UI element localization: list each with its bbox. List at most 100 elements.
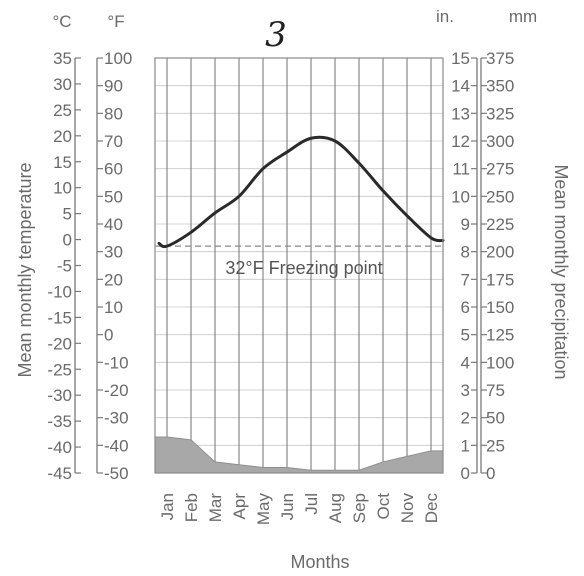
millimeters-axis-tick-label: 375 xyxy=(486,49,514,68)
millimeters-axis-tick-label: 25 xyxy=(486,436,505,455)
millimeters-axis-tick-label: 300 xyxy=(486,132,514,151)
month-labels: Jan Feb Mar Apr May Jun Jul Aug Sep Oct Nov Dec xyxy=(158,493,441,526)
celsius-axis-tick-label: 35 xyxy=(53,49,72,68)
precipitation-area-group xyxy=(154,436,444,474)
month-label: Jul xyxy=(302,493,321,515)
month-label: Oct xyxy=(374,493,393,520)
celsius-axis-tick-label: -10 xyxy=(47,282,72,301)
millimeters-axis-tick-label: 100 xyxy=(486,353,514,372)
celsius-axis-tick-label: -25 xyxy=(47,360,72,379)
handwritten-number: 3 xyxy=(265,15,287,55)
millimeters-axis-tick-label: 125 xyxy=(486,326,514,345)
inches-axis-tick-label: 0 xyxy=(461,464,470,483)
fahrenheit-axis-tick-label: 10 xyxy=(104,298,123,317)
celsius-axis-tick-label: -45 xyxy=(47,464,72,483)
month-label: Sep xyxy=(350,493,369,523)
celsius-axis-tick-label: 15 xyxy=(53,153,72,172)
inches-axis-tick-label: 9 xyxy=(461,215,470,234)
celsius-axis-tick-label: 20 xyxy=(53,127,72,146)
y-axis-right-title: Mean monthly precipitation xyxy=(551,164,571,379)
celsius-axis-tick-label: 0 xyxy=(63,231,72,250)
inches-axis-tick-label: 13 xyxy=(451,104,470,123)
inches-axis-tick-label: 3 xyxy=(461,381,470,400)
millimeters-axis-tick-label: 200 xyxy=(486,243,514,262)
month-label: Jun xyxy=(278,493,297,520)
celsius-axis-tick-label: -40 xyxy=(47,438,72,457)
fahrenheit-axis-tick-label: -10 xyxy=(104,353,129,372)
celsius-axis-tick-label: -15 xyxy=(47,308,72,327)
fahrenheit-axis-tick-label: 70 xyxy=(104,132,123,151)
fahrenheit-axis-tick-label: 60 xyxy=(104,160,123,179)
celsius-axis-tick-label: -30 xyxy=(47,386,72,405)
inches-axis-tick-label: 12 xyxy=(451,132,470,151)
inches-axis-tick-label: 1 xyxy=(461,436,470,455)
fahrenheit-axis-tick-label: 100 xyxy=(104,49,132,68)
fahrenheit-axis-tick-label: 0 xyxy=(104,326,113,345)
fahrenheit-axis-tick-label: 50 xyxy=(104,187,123,206)
month-label: Nov xyxy=(398,493,417,524)
fahrenheit-axis-tick-label: 80 xyxy=(104,104,123,123)
precipitation-area xyxy=(154,436,444,474)
y-axis-left-title: Mean monthly temperature xyxy=(15,162,35,377)
millimeters-axis-tick-label: 275 xyxy=(486,160,514,179)
fahrenheit-axis-tick-label: -40 xyxy=(104,436,129,455)
millimeters-axis-tick-label: 325 xyxy=(486,104,514,123)
inches-axis-tick-label: 10 xyxy=(451,187,470,206)
millimeters-axis-tick-label: 150 xyxy=(486,298,514,317)
vertical-gridlines xyxy=(166,58,432,473)
millimeters-axis: 3753503253002752502252001751501251007550… xyxy=(480,49,514,483)
fahrenheit-axis-tick-label: 30 xyxy=(104,243,123,262)
month-label: Apr xyxy=(230,493,249,520)
inches-axis-tick-label: 15 xyxy=(451,49,470,68)
temperature-line xyxy=(157,135,445,249)
fahrenheit-axis-tick-label: -30 xyxy=(104,409,129,428)
fahrenheit-axis-tick-label: -20 xyxy=(104,381,129,400)
month-label: Dec xyxy=(422,493,441,524)
inches-axis-tick-label: 8 xyxy=(461,243,470,262)
inches-axis-tick-label: 11 xyxy=(452,160,470,179)
month-label: Mar xyxy=(206,493,225,523)
celsius-axis-tick-label: -20 xyxy=(47,334,72,353)
millimeters-axis-tick-label: 250 xyxy=(486,187,514,206)
fahrenheit-axis-tick-label: -50 xyxy=(104,464,129,483)
horizontal-gridlines xyxy=(155,57,443,474)
inches-axis-tick-label: 7 xyxy=(461,270,470,289)
millimeters-axis-tick-label: 0 xyxy=(486,464,495,483)
freezing-point-group: 32°F Freezing point xyxy=(155,245,443,278)
month-label: Aug xyxy=(326,493,345,523)
millimeters-axis-tick-label: 50 xyxy=(486,409,505,428)
unit-inches: in. xyxy=(436,7,454,26)
celsius-axis-tick-label: 5 xyxy=(63,205,72,224)
month-label: Feb xyxy=(182,493,201,522)
millimeters-axis-tick-label: 350 xyxy=(486,77,514,96)
temperature-line-group xyxy=(157,135,445,249)
millimeters-axis-tick-label: 175 xyxy=(486,270,514,289)
celsius-axis-tick-label: 10 xyxy=(53,179,72,198)
celsius-axis-tick-label: -35 xyxy=(47,412,72,431)
fahrenheit-axis-tick-label: 90 xyxy=(104,77,123,96)
celsius-axis-tick-label: -5 xyxy=(57,257,72,276)
unit-fahrenheit: °F xyxy=(107,12,124,31)
fahrenheit-axis-tick-label: 40 xyxy=(104,215,123,234)
fahrenheit-axis-tick-label: 20 xyxy=(104,270,123,289)
inches-axis-tick-label: 6 xyxy=(461,298,470,317)
inches-axis-tick-label: 5 xyxy=(461,326,470,345)
inches-axis-tick-label: 14 xyxy=(451,77,470,96)
celsius-axis-tick-label: 30 xyxy=(53,75,72,94)
celsius-axis: 35 30 25 20 15 10 5 0 -5 -10 -15 -20 -25 -30 -35 -40 -45 xyxy=(47,49,81,483)
freezing-point-label: 32°F Freezing point xyxy=(225,258,382,278)
x-axis-title: Months xyxy=(290,552,349,572)
unit-millimeters: mm xyxy=(509,7,537,26)
month-label: Jan xyxy=(158,493,177,520)
plot-frame xyxy=(154,57,444,474)
month-label: May xyxy=(254,493,273,526)
celsius-axis-tick-label: 25 xyxy=(53,101,72,120)
millimeters-axis-tick-label: 225 xyxy=(486,215,514,234)
inches-axis-tick-label: 2 xyxy=(461,409,470,428)
inches-axis-tick-label: 4 xyxy=(461,353,470,372)
unit-celsius: °C xyxy=(52,12,71,31)
millimeters-axis-tick-label: 75 xyxy=(486,381,505,400)
